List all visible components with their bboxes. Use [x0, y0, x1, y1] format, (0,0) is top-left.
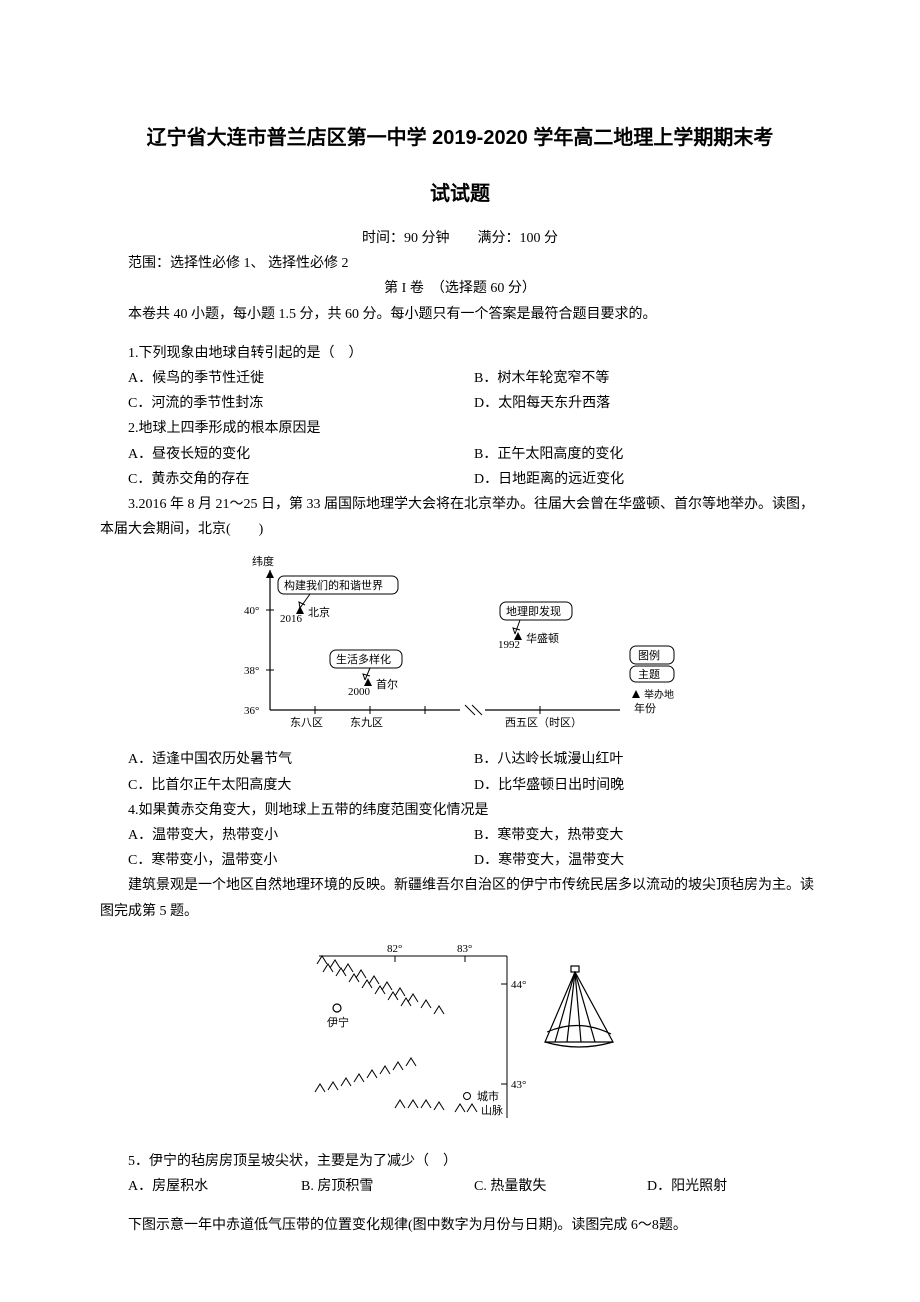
question-3: 3.2016 年 8 月 21～25 日，第 33 届国际地理学大会将在北京举办… [100, 492, 820, 798]
svg-text:2000: 2000 [348, 686, 371, 698]
q4-stem: 4.如果黄赤交角变大，则地球上五带的纬度范围变化情况是 [100, 798, 820, 823]
lat-36: 36° [244, 705, 259, 717]
q3-option-d: D．比华盛顿日出时间晚 [474, 773, 820, 798]
q5-intro: 建筑景观是一个地区自然地理环境的反映。新疆维吾尔自治区的伊宁市传统民居多以流动的… [100, 873, 820, 923]
zone-e8: 东八区 [290, 716, 323, 729]
exam-title-1: 辽宁省大连市普兰店区第一中学 2019-2020 学年高二地理上学期期末考 [100, 110, 820, 166]
q3-figure: 40° 38° 36° 纬度 东八区 东九区 西五区（时区） 构建我们的和谐世界 [100, 550, 820, 739]
q2-option-a: A．昼夜长短的变化 [128, 442, 474, 467]
q1-option-a: A．候鸟的季节性迁徙 [128, 366, 474, 391]
q3-option-c: C．比首尔正午太阳高度大 [128, 773, 474, 798]
theme-3: 生活多样化 [336, 652, 391, 666]
q1-option-c: C．河流的季节性封冻 [128, 391, 474, 416]
pt-bj-year: 2016 [280, 613, 303, 625]
pt-bj-city: 北京 [308, 605, 330, 619]
lat-38: 38° [244, 665, 259, 677]
q2-option-d: D．日地距离的远近变化 [474, 467, 820, 492]
svg-text:2016: 2016 [280, 613, 303, 625]
lat-44: 44° [511, 979, 526, 991]
q3-chart-svg: 40° 38° 36° 纬度 东八区 东九区 西五区（时区） 构建我们的和谐世界 [220, 550, 700, 730]
q5-option-d: D．阳光照射 [647, 1174, 820, 1199]
lat-axis-label: 纬度 [252, 554, 274, 568]
legend-title: 图例 [638, 648, 660, 662]
legend-mountain: 山脉 [481, 1103, 503, 1117]
question-2: 2.地球上四季形成的根本原因是 A．昼夜长短的变化 B．正午太阳高度的变化 C．… [100, 416, 820, 492]
legend-city: 城市 [477, 1089, 499, 1103]
pt-sl-city: 首尔 [376, 677, 398, 691]
q5-stem: 5．伊宁的毡房房顶呈坡尖状，主要是为了减少（ ） [100, 1149, 820, 1174]
exam-page: 辽宁省大连市普兰店区第一中学 2019-2020 学年高二地理上学期期末考 试试… [0, 0, 920, 1302]
zone-w5: 西五区（时区） [505, 716, 582, 729]
lon-83: 83° [457, 943, 472, 955]
lat-40: 40° [244, 605, 259, 617]
exam-instruction: 本卷共 40 小题，每小题 1.5 分，共 60 分。每小题只有一个答案是最符合… [100, 302, 820, 327]
question-5: 5．伊宁的毡房房顶呈坡尖状，主要是为了减少（ ） A．房屋积水 B. 房顶积雪 … [100, 1149, 820, 1199]
q5-option-c: C. 热量散失 [474, 1174, 647, 1199]
svg-text:1992: 1992 [498, 639, 520, 651]
q2-option-b: B．正午太阳高度的变化 [474, 442, 820, 467]
q4-option-d: D．寒带变大，温带变大 [474, 848, 820, 873]
lat-43: 43° [511, 1079, 526, 1091]
q4-option-a: A．温带变大，热带变小 [128, 823, 474, 848]
q1-option-b: B．树木年轮宽窄不等 [474, 366, 820, 391]
q3-option-b: B．八达岭长城漫山红叶 [474, 747, 820, 772]
theme-2: 地理即发现 [506, 604, 561, 618]
q2-option-c: C．黄赤交角的存在 [128, 467, 474, 492]
q5-map-svg: 82° 83° 44° 43° [295, 932, 625, 1132]
legend-year: 年份 [634, 701, 656, 715]
question-4: 4.如果黄赤交角变大，则地球上五带的纬度范围变化情况是 A．温带变大，热带变小 … [100, 798, 820, 874]
q3-stem: 3.2016 年 8 月 21～25 日，第 33 届国际地理学大会将在北京举办… [100, 492, 820, 542]
exam-scope: 范围：选择性必修 1、 选择性必修 2 [100, 251, 820, 276]
q4-option-c: C．寒带变小，温带变小 [128, 848, 474, 873]
question-1: 1.下列现象由地球自转引起的是（ ） A．候鸟的季节性迁徙 B．树木年轮宽窄不等… [100, 341, 820, 417]
pt-ws-year: 1992 [498, 639, 520, 651]
q1-option-d: D．太阳每天东升西落 [474, 391, 820, 416]
exam-meta: 时间：90 分钟 满分：100 分 [100, 226, 820, 251]
q3-option-a: A．适逢中国农历处暑节气 [128, 747, 474, 772]
q4-option-b: B．寒带变大，热带变大 [474, 823, 820, 848]
q5-option-b: B. 房顶积雪 [301, 1174, 474, 1199]
exam-title-2: 试试题 [100, 166, 820, 222]
zone-e9: 东九区 [350, 716, 383, 729]
pt-sl-year: 2000 [348, 686, 371, 698]
q5-option-a: A．房屋积水 [128, 1174, 301, 1199]
section-heading: 第 I 卷 （选择题 60 分） [100, 276, 820, 301]
legend-host: 举办地 [644, 688, 674, 701]
city-yining: 伊宁 [327, 1015, 349, 1029]
q2-stem: 2.地球上四季形成的根本原因是 [100, 416, 820, 441]
lon-82: 82° [387, 943, 402, 955]
q6-intro: 下图示意一年中赤道低气压带的位置变化规律(图中数字为月份与日期)。读图完成 6～… [100, 1213, 820, 1238]
q1-stem: 1.下列现象由地球自转引起的是（ ） [100, 341, 820, 366]
theme-1: 构建我们的和谐世界 [284, 578, 383, 592]
legend-theme: 主题 [638, 668, 660, 681]
q5-figure: 82° 83° 44° 43° [100, 932, 820, 1141]
pt-ws-city: 华盛顿 [526, 631, 559, 645]
